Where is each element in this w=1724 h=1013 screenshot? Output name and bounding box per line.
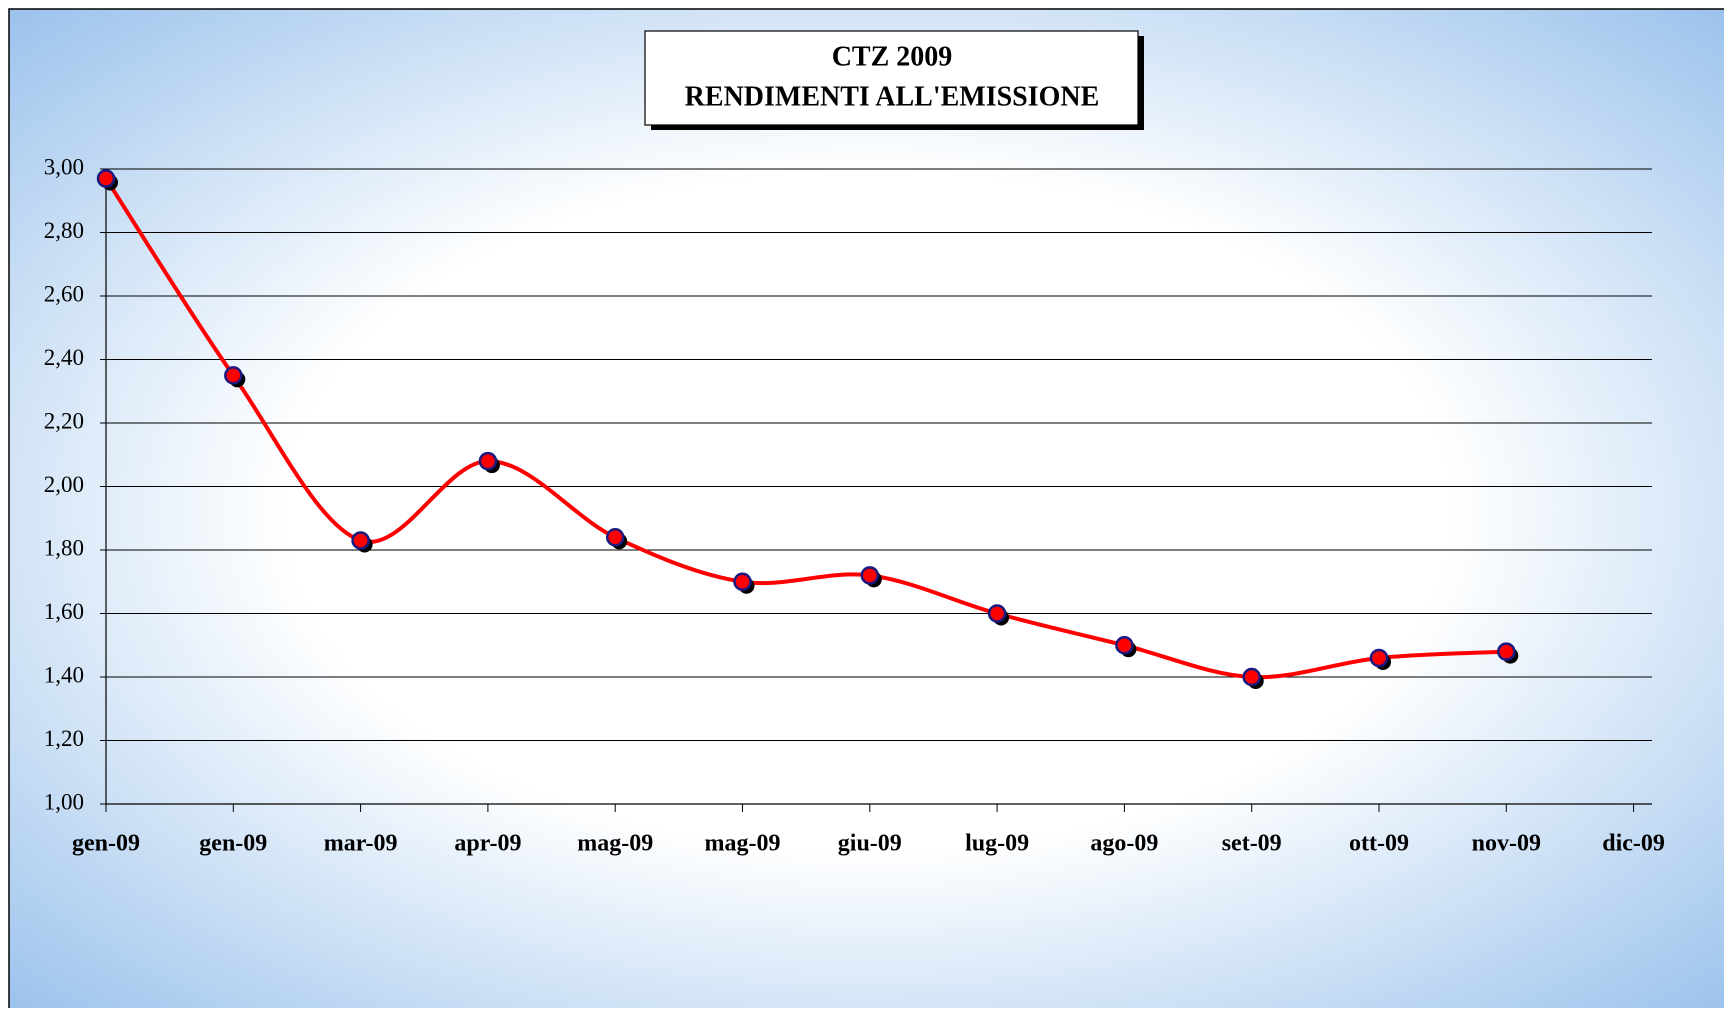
y-tick-label: 3,00 (44, 154, 84, 179)
x-tick-label: lug-09 (965, 831, 1029, 857)
x-tick-label: giu-09 (838, 831, 902, 857)
y-tick-label: 1,80 (44, 535, 84, 560)
chart-subtitle: RENDIMENTI ALL'EMISSIONE (685, 81, 1100, 112)
y-tick-label: 1,60 (44, 599, 84, 624)
marker (733, 572, 752, 591)
y-tick-label: 2,60 (44, 281, 84, 306)
x-tick-label: mag-09 (705, 831, 781, 857)
x-tick-label: dic-09 (1602, 831, 1665, 857)
marker (1497, 642, 1516, 661)
x-tick-label: set-09 (1222, 831, 1282, 857)
x-tick-label: ott-09 (1349, 831, 1409, 857)
chart-title: CTZ 2009 (832, 41, 953, 72)
chart-background (8, 8, 1724, 1013)
marker (224, 366, 243, 385)
x-tick-label: nov-09 (1472, 831, 1541, 857)
marker (96, 169, 116, 188)
x-tick-label: apr-09 (454, 831, 521, 857)
y-tick-label: 1,20 (44, 726, 84, 751)
y-tick-label: 2,80 (44, 218, 84, 243)
x-tick-label: gen-09 (72, 831, 140, 857)
marker (860, 566, 880, 585)
y-tick-label: 2,40 (44, 345, 84, 370)
x-tick-label: mag-09 (577, 831, 653, 857)
y-tick-label: 2,20 (44, 408, 84, 433)
marker (478, 451, 498, 471)
y-tick-label: 1,40 (44, 662, 84, 687)
marker (351, 531, 370, 550)
marker (1115, 636, 1134, 655)
x-tick-label: ago-09 (1090, 831, 1158, 857)
marker (605, 528, 625, 547)
x-tick-label: gen-09 (199, 831, 267, 857)
title-box (644, 30, 1139, 126)
y-tick-label: 1,00 (44, 789, 84, 814)
marker (1369, 648, 1389, 668)
y-tick-label: 2,00 (44, 472, 84, 497)
marker (1242, 667, 1261, 687)
marker (987, 604, 1007, 623)
x-tick-label: mar-09 (324, 831, 398, 857)
